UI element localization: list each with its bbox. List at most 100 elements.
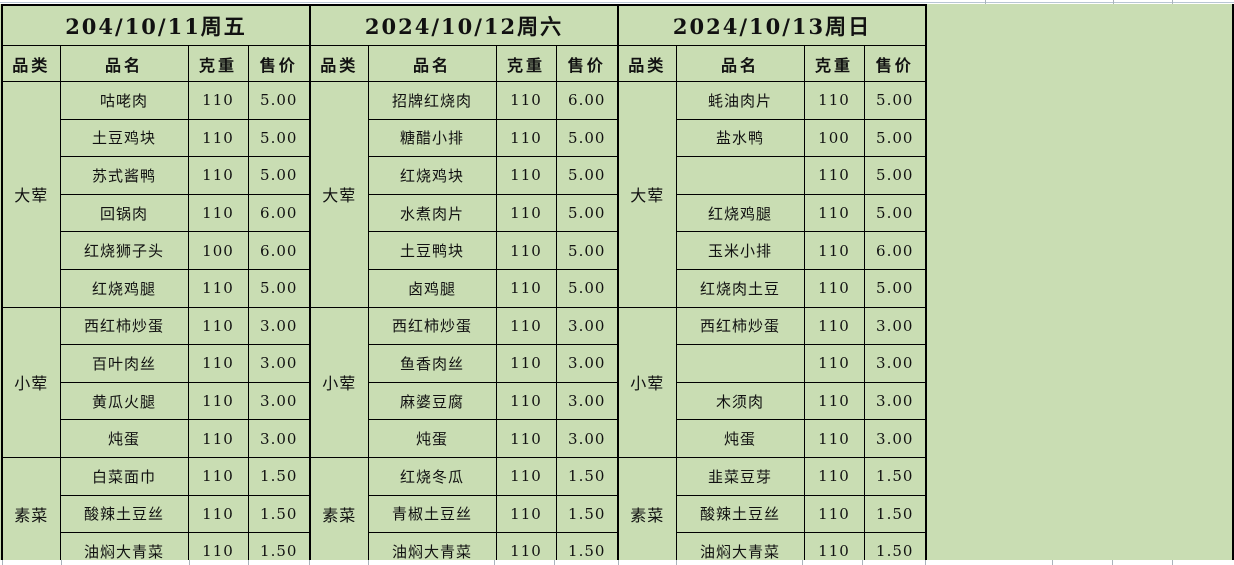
price-cell[interactable]: 1.50 [247, 494, 311, 534]
weight-cell[interactable]: 110 [187, 381, 249, 421]
price-cell[interactable]: 6.00 [863, 231, 927, 270]
date-header[interactable]: 2024/10/13周日 [617, 4, 927, 46]
weight-cell[interactable]: 100 [803, 118, 865, 158]
item-name-cell[interactable]: 木须肉 [675, 381, 805, 421]
weight-cell[interactable]: 110 [803, 419, 865, 458]
price-cell[interactable]: 1.50 [247, 456, 311, 496]
item-name-cell[interactable]: 白菜面巾 [59, 456, 189, 496]
weight-cell[interactable]: 110 [495, 344, 557, 383]
weight-cell[interactable]: 110 [187, 344, 249, 383]
weight-cell[interactable]: 110 [495, 231, 557, 270]
price-cell[interactable]: 3.00 [863, 344, 927, 383]
item-name-cell[interactable]: 西红柿炒蛋 [675, 306, 805, 346]
weight-cell[interactable]: 100 [187, 231, 249, 270]
weight-cell[interactable]: 110 [803, 456, 865, 496]
weight-cell[interactable]: 110 [495, 532, 557, 565]
price-cell[interactable]: 5.00 [555, 118, 619, 158]
price-cell[interactable]: 3.00 [863, 381, 927, 421]
item-name-cell[interactable]: 西红柿炒蛋 [367, 306, 497, 346]
item-name-cell[interactable]: 卤鸡腿 [367, 268, 497, 308]
weight-cell[interactable]: 110 [495, 494, 557, 534]
weight-cell[interactable]: 110 [803, 306, 865, 346]
price-cell[interactable]: 3.00 [555, 344, 619, 383]
item-name-cell[interactable]: 土豆鸡块 [59, 118, 189, 158]
weight-cell[interactable]: 110 [187, 456, 249, 496]
category-cell[interactable]: 小荤 [617, 306, 677, 458]
item-name-cell[interactable]: 百叶肉丝 [59, 344, 189, 383]
price-cell[interactable]: 6.00 [247, 193, 311, 233]
item-name-cell[interactable]: 酸辣土豆丝 [675, 494, 805, 534]
item-name-cell[interactable]: 招牌红烧肉 [367, 81, 497, 120]
weight-cell[interactable]: 110 [187, 532, 249, 565]
item-name-cell[interactable]: 玉米小排 [675, 231, 805, 270]
item-name-cell[interactable]: 青椒土豆丝 [367, 494, 497, 534]
item-name-cell[interactable]: 炖蛋 [675, 419, 805, 458]
item-name-cell[interactable]: 鱼香肉丝 [367, 344, 497, 383]
price-cell[interactable]: 3.00 [247, 306, 311, 346]
column-header[interactable]: 售价 [863, 45, 927, 82]
column-header[interactable]: 品名 [367, 45, 497, 82]
price-cell[interactable]: 5.00 [555, 156, 619, 195]
weight-cell[interactable]: 110 [187, 156, 249, 195]
price-cell[interactable]: 5.00 [863, 193, 927, 233]
weight-cell[interactable]: 110 [187, 419, 249, 458]
category-cell[interactable]: 大荤 [617, 81, 677, 308]
price-cell[interactable]: 5.00 [247, 81, 311, 120]
price-cell[interactable]: 3.00 [247, 344, 311, 383]
item-name-cell[interactable]: 油焖大青菜 [59, 532, 189, 565]
weight-cell[interactable]: 110 [803, 156, 865, 195]
price-cell[interactable]: 5.00 [863, 156, 927, 195]
item-name-cell[interactable]: 蚝油肉片 [675, 81, 805, 120]
price-cell[interactable]: 5.00 [555, 268, 619, 308]
weight-cell[interactable]: 110 [187, 118, 249, 158]
weight-cell[interactable]: 110 [495, 456, 557, 496]
price-cell[interactable]: 5.00 [247, 118, 311, 158]
item-name-cell[interactable]: 回锅肉 [59, 193, 189, 233]
weight-cell[interactable]: 110 [803, 532, 865, 565]
category-cell[interactable]: 小荤 [309, 306, 369, 458]
weight-cell[interactable]: 110 [495, 156, 557, 195]
weight-cell[interactable]: 110 [495, 306, 557, 346]
price-cell[interactable]: 5.00 [863, 81, 927, 120]
item-name-cell[interactable]: 盐水鸭 [675, 118, 805, 158]
category-cell[interactable]: 素菜 [309, 456, 369, 565]
category-cell[interactable]: 大荤 [1, 81, 61, 308]
item-name-cell[interactable]: 土豆鸭块 [367, 231, 497, 270]
item-name-cell[interactable]: 油焖大青菜 [367, 532, 497, 565]
category-cell[interactable]: 大荤 [309, 81, 369, 308]
price-cell[interactable]: 3.00 [863, 306, 927, 346]
price-cell[interactable]: 3.00 [863, 419, 927, 458]
item-name-cell[interactable]: 苏式酱鸭 [59, 156, 189, 195]
column-header[interactable]: 品类 [1, 45, 61, 82]
date-header[interactable]: 204/10/11周五 [1, 4, 311, 46]
item-name-cell[interactable]: 红烧冬瓜 [367, 456, 497, 496]
weight-cell[interactable]: 110 [495, 268, 557, 308]
price-cell[interactable]: 5.00 [863, 268, 927, 308]
column-header[interactable]: 售价 [247, 45, 311, 82]
item-name-cell[interactable]: 炖蛋 [367, 419, 497, 458]
price-cell[interactable]: 1.50 [863, 494, 927, 534]
weight-cell[interactable]: 110 [803, 268, 865, 308]
price-cell[interactable]: 1.50 [863, 456, 927, 496]
price-cell[interactable]: 5.00 [247, 268, 311, 308]
price-cell[interactable]: 3.00 [555, 419, 619, 458]
column-header[interactable]: 售价 [555, 45, 619, 82]
weight-cell[interactable]: 110 [495, 419, 557, 458]
item-name-cell[interactable]: 酸辣土豆丝 [59, 494, 189, 534]
item-name-cell[interactable]: 红烧狮子头 [59, 231, 189, 270]
weight-cell[interactable]: 110 [803, 193, 865, 233]
column-header[interactable]: 品名 [59, 45, 189, 82]
weight-cell[interactable]: 110 [187, 306, 249, 346]
price-cell[interactable]: 1.50 [863, 532, 927, 565]
column-header[interactable]: 克重 [187, 45, 249, 82]
weight-cell[interactable]: 110 [187, 494, 249, 534]
column-header[interactable]: 克重 [803, 45, 865, 82]
item-name-cell[interactable]: 西红柿炒蛋 [59, 306, 189, 346]
weight-cell[interactable]: 110 [187, 81, 249, 120]
item-name-cell[interactable]: 糖醋小排 [367, 118, 497, 158]
column-header[interactable]: 克重 [495, 45, 557, 82]
price-cell[interactable]: 1.50 [555, 456, 619, 496]
item-name-cell[interactable]: 咕咾肉 [59, 81, 189, 120]
price-cell[interactable]: 3.00 [247, 381, 311, 421]
item-name-cell[interactable]: 炖蛋 [59, 419, 189, 458]
